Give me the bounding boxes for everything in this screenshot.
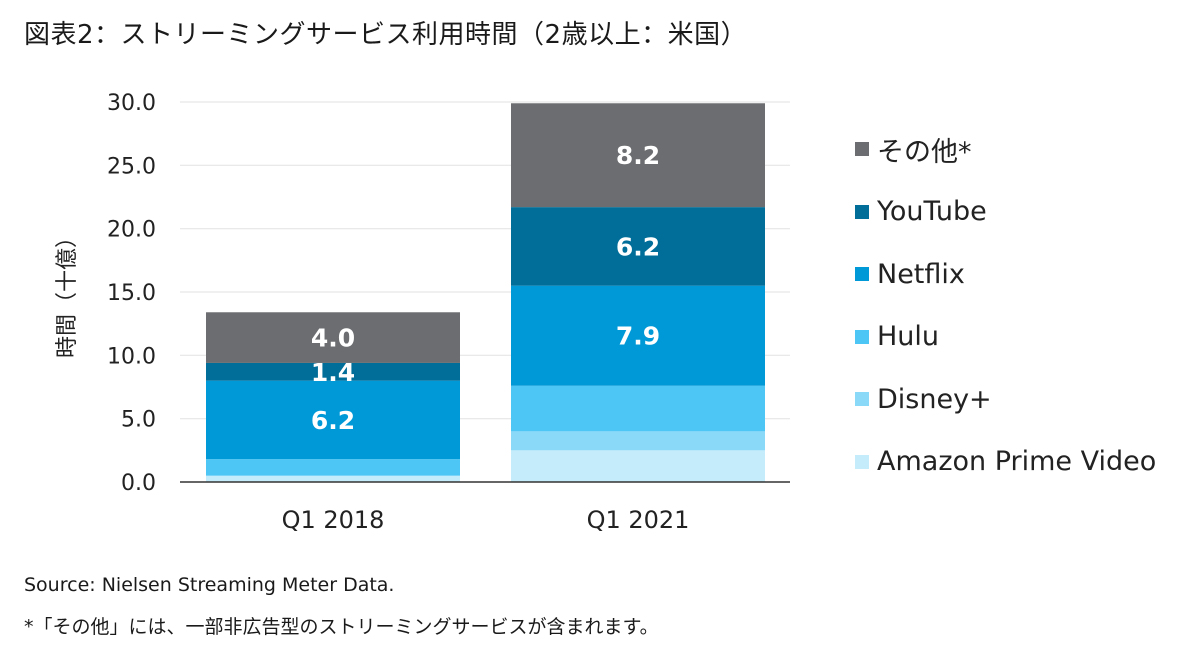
y-tick-label: 10.0 xyxy=(107,344,156,369)
x-tick-label: Q1 2021 xyxy=(587,506,690,534)
data-label: 7.9 xyxy=(616,322,660,351)
chart-title: 図表2：ストリーミングサービス利用時間（2歳以上：米国） xyxy=(24,20,748,50)
bar-segment xyxy=(206,459,460,476)
legend-label: Amazon Prime Video xyxy=(877,446,1157,478)
legend-swatch xyxy=(855,454,869,469)
bar-segment xyxy=(511,207,765,286)
legend-label: その他* xyxy=(877,136,972,168)
bar-segment xyxy=(511,285,765,386)
y-tick-label: 15.0 xyxy=(107,281,156,306)
x-axis-labels: Q1 2018 Q1 2021 xyxy=(282,506,690,534)
legend-item: YouTube xyxy=(855,181,1156,244)
y-axis-label: 時間（十億） xyxy=(55,226,80,358)
legend-swatch xyxy=(855,392,869,407)
data-label: 6.2 xyxy=(616,232,660,261)
y-tick-label: 0.0 xyxy=(121,471,156,496)
legend: その他* YouTube Netflix Hulu Disney+ Amazon Prim… xyxy=(855,118,1156,493)
legend-swatch xyxy=(855,329,869,344)
legend-label: Disney+ xyxy=(877,383,992,415)
y-axis-ticks: 0.0 5.0 10.0 15.0 20.0 25.0 30.0 xyxy=(107,91,156,496)
legend-label: YouTube xyxy=(877,196,987,228)
legend-label: Netflix xyxy=(877,258,965,290)
legend-item: その他* xyxy=(855,118,1156,181)
y-tick-label: 5.0 xyxy=(121,408,156,433)
legend-item: Amazon Prime Video xyxy=(855,431,1156,494)
y-tick-label: 30.0 xyxy=(107,91,156,116)
bar-segment xyxy=(511,385,765,432)
bar-segment xyxy=(206,380,460,460)
legend-swatch xyxy=(855,267,869,282)
footnote: *「その他」には、一部非広告型のストリーミングサービスが含まれます。 xyxy=(24,616,659,638)
legend-label: Hulu xyxy=(877,321,940,353)
bar-segment xyxy=(511,431,765,451)
y-tick-label: 20.0 xyxy=(107,218,156,243)
legend-item: Netflix xyxy=(855,243,1156,306)
legend-swatch xyxy=(855,204,869,219)
legend-item: Disney+ xyxy=(855,368,1156,431)
y-tick-label: 25.0 xyxy=(107,154,156,179)
data-label: 4.0 xyxy=(311,324,355,353)
data-label: 1.4 xyxy=(311,358,355,387)
data-label: 6.2 xyxy=(311,406,355,435)
bar-segment xyxy=(206,475,460,482)
data-labels: 6.2 1.4 4.0 7.9 6.2 8.2 xyxy=(311,141,660,435)
legend-item: Hulu xyxy=(855,306,1156,369)
bar-segment xyxy=(206,362,460,381)
data-label: 8.2 xyxy=(616,141,660,170)
legend-swatch xyxy=(855,142,869,157)
source-note: Source: Nielsen Streaming Meter Data. xyxy=(24,574,395,596)
x-tick-label: Q1 2018 xyxy=(282,506,385,534)
bar-segment xyxy=(511,103,765,208)
bar-segment xyxy=(206,312,460,363)
bar-segment xyxy=(511,450,765,482)
bars xyxy=(206,103,765,482)
